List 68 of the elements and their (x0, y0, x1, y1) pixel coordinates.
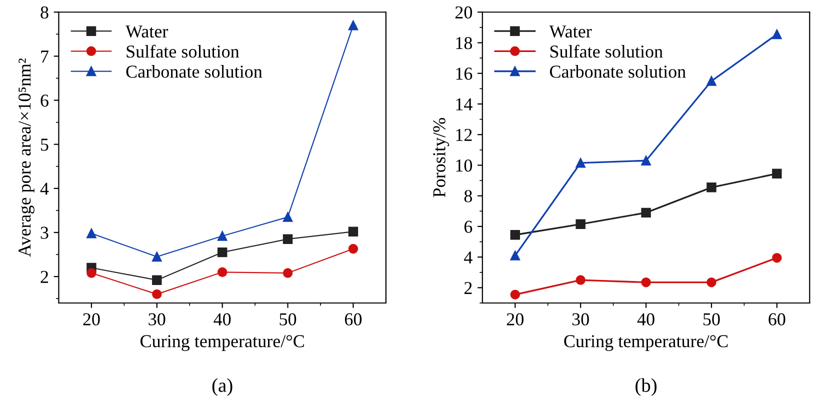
point (641, 156, 651, 166)
y-axis-title: Average pore area/×10⁵nm² (18, 58, 34, 257)
x-tick-label: 40 (637, 313, 654, 326)
legend-label: Sulfate solution (550, 44, 663, 58)
y-tick-label: 7 (41, 50, 48, 62)
y-tick-label: 16 (456, 68, 472, 80)
y-tick-label: 12 (456, 128, 472, 141)
legend-label: Carbonate solution (126, 65, 262, 78)
y-tick-label: 8 (40, 6, 48, 19)
point (772, 29, 782, 40)
y-tick-label: 4 (40, 182, 49, 195)
point (217, 267, 228, 278)
y-tick-label: 3 (40, 226, 48, 239)
x-tick-label: 30 (148, 313, 166, 326)
y-tick-label: 8 (464, 190, 472, 202)
point (576, 158, 586, 168)
point (217, 231, 228, 241)
point (217, 247, 228, 258)
point (576, 219, 586, 230)
legend-label: Water (126, 26, 168, 38)
text: (a) (212, 378, 232, 396)
legend-label: Carbonate solution (550, 65, 686, 78)
point (282, 234, 293, 244)
y-tick-label: 5 (41, 138, 48, 151)
point (510, 230, 520, 240)
y-tick-label: 20 (455, 6, 472, 19)
x-tick-label: 20 (506, 313, 524, 326)
x-tick-label: 50 (280, 313, 296, 326)
point (510, 250, 520, 260)
legend-label: Sulfate solution (126, 44, 240, 58)
point (772, 252, 782, 263)
text: (b) (636, 378, 657, 396)
y-tick-label: 6 (40, 94, 48, 107)
x-tick-label: 50 (703, 313, 720, 326)
point (772, 168, 782, 178)
point (706, 182, 716, 192)
point (706, 76, 716, 86)
point (348, 244, 358, 254)
point (510, 290, 520, 300)
point (152, 289, 162, 300)
point (576, 275, 586, 285)
point (86, 228, 96, 238)
point (348, 20, 358, 30)
y-tick-label: 4 (464, 251, 472, 264)
x-tick-label: 60 (344, 313, 362, 326)
y-tick-label: 18 (456, 36, 472, 50)
x-axis-title: Curing temperature/°C (140, 335, 304, 352)
point (282, 212, 293, 222)
y-tick-label: 2 (464, 282, 472, 294)
point (641, 277, 651, 288)
point (152, 252, 162, 262)
y-tick-label: 6 (464, 220, 472, 233)
y-axis-title: Porosity/% (433, 118, 450, 198)
point (152, 275, 162, 285)
y-tick-label: 10 (456, 159, 472, 172)
x-tick-label: 20 (83, 313, 100, 326)
legend-label: Water (549, 26, 592, 38)
x-axis-title: Curing temperature/°C (564, 335, 728, 352)
x-tick-label: 30 (572, 313, 589, 326)
y-tick-label: 2 (40, 270, 48, 283)
point (706, 277, 716, 288)
point (348, 226, 358, 236)
x-tick-label: 60 (768, 313, 786, 326)
x-tick-label: 40 (214, 313, 231, 326)
point (282, 268, 293, 278)
y-tick-label: 14 (456, 98, 472, 110)
point (641, 208, 651, 218)
point (86, 268, 96, 278)
